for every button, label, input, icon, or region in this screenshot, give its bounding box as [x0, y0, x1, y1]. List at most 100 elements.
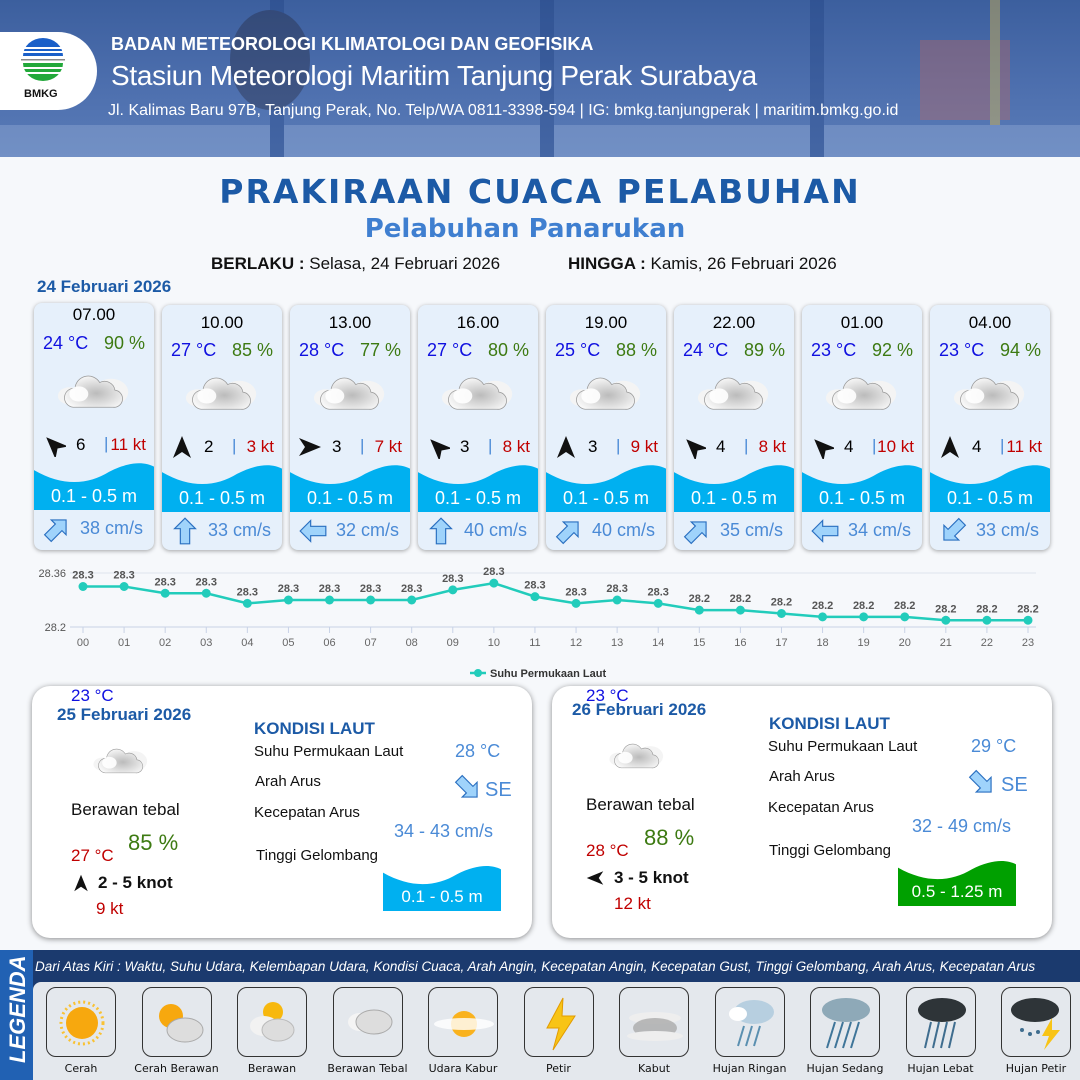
wind-gust: 11 kt — [110, 435, 146, 454]
forecast-card: 13.00 28 °C 77 % 3 | 7 kt 0.1 - 0.5 m 32 c… — [290, 305, 410, 550]
wave-height: 0.1 - 0.5 m — [946, 488, 1034, 508]
card-wind: 3 | 7 kt — [298, 435, 402, 459]
data-label: 28.2 — [894, 600, 915, 612]
temp-max: 27 °C — [71, 846, 114, 865]
data-label: 28.2 — [812, 600, 833, 612]
thick-cloud-icon — [608, 736, 666, 783]
current-direction-icon — [967, 769, 997, 802]
data-label: 28.3 — [606, 583, 627, 595]
card-temperature: 28 °C — [299, 340, 345, 360]
card-time: 22.00 — [712, 313, 756, 332]
wave-icon — [383, 861, 501, 916]
legend-item-label: Cerah Berawan — [134, 1062, 219, 1075]
wind-gust: 8 kt — [502, 437, 530, 456]
legend-item: Berawan Tebal — [322, 987, 414, 1075]
x-tick-label: 17 — [775, 637, 787, 649]
wind-speed: 3 — [332, 437, 342, 456]
wave-height-label: Tinggi Gelombang — [769, 842, 892, 859]
card-wind: 4 | 10 kt — [810, 435, 914, 462]
x-tick-label: 12 — [570, 637, 582, 649]
day1-date: 24 Februari 2026 — [37, 277, 172, 296]
forecast-card: 07.00 24 °C 90 % 6 | 11 kt 0.1 - 0.5 m 38 … — [34, 303, 154, 550]
forecast-card: 01.00 23 °C 92 % 4 | 10 kt 0.1 - 0.5 m 34 … — [802, 305, 922, 550]
card-current: 40 cm/s — [426, 515, 530, 545]
panel-date: 25 Februari 2026 — [57, 705, 192, 724]
current-direction-icon — [554, 517, 584, 550]
data-point — [735, 605, 745, 615]
x-tick-label: 01 — [118, 637, 130, 649]
card-time: 19.00 — [584, 313, 628, 332]
x-tick-label: 00 — [77, 637, 89, 649]
wave-height: 0.1 - 0.5 m — [50, 486, 138, 506]
card-wind: 4 | 8 kt — [682, 435, 786, 462]
card-current: 38 cm/s — [42, 513, 146, 543]
legend-item-label: Berawan — [247, 1062, 297, 1075]
legend-item-label: Hujan Petir — [1005, 1062, 1067, 1075]
thick-cloud-icon — [184, 370, 260, 425]
legend-item: Berawan — [226, 987, 318, 1075]
card-temperature: 23 °C — [811, 340, 857, 360]
temp-max: 28 °C — [586, 841, 629, 860]
thick-cloud-icon — [312, 370, 388, 425]
forecast-card: 16.00 27 °C 80 % 3 | 8 kt 0.1 - 0.5 m 40 c… — [418, 305, 538, 550]
data-label: 28.3 — [113, 570, 134, 582]
card-current: 40 cm/s — [554, 515, 658, 545]
humidity: 88 % — [644, 825, 695, 850]
wave-height-label: Tinggi Gelombang — [256, 847, 379, 864]
card-wind: 3 | 8 kt — [426, 435, 530, 462]
x-tick-label: 05 — [282, 637, 294, 649]
card-humidity: 92 % — [871, 340, 913, 360]
legend-item: Cerah Berawan — [131, 987, 223, 1075]
legend-item-label: Hujan Lebat — [907, 1062, 974, 1075]
data-point — [283, 595, 293, 605]
legend-item: Cerah — [35, 987, 127, 1075]
current-speed: 35 cm/s — [720, 520, 784, 540]
x-tick-label: 13 — [611, 637, 623, 649]
legend-item: Petir — [513, 987, 605, 1075]
data-point — [818, 612, 828, 622]
fog-icon — [619, 987, 689, 1057]
cloudy-icon — [237, 987, 307, 1057]
current-speed: 40 cm/s — [592, 520, 656, 540]
wind-gust: 7 kt — [374, 437, 402, 456]
data-label: 28.3 — [154, 576, 175, 588]
data-label: 28.3 — [524, 580, 545, 592]
data-label: 28.2 — [689, 593, 710, 605]
wave-height: 0.5 - 1.25 m — [911, 882, 1003, 901]
data-point — [1023, 615, 1033, 625]
data-label: 28.3 — [442, 573, 463, 585]
current-speed: 34 cm/s — [848, 520, 912, 540]
wave-height: 0.1 - 0.5 m — [306, 488, 394, 508]
x-tick-label: 21 — [940, 637, 952, 649]
data-point — [859, 612, 869, 622]
valid-to: HINGGA : Kamis, 26 Februari 2026 — [568, 254, 837, 273]
card-temperature: 27 °C — [171, 340, 217, 360]
data-point — [448, 585, 458, 595]
x-tick-label: 15 — [693, 637, 705, 649]
current-direction-icon — [298, 517, 328, 550]
thick-cloud-icon — [332, 987, 403, 1057]
wave-height: 0.1 - 0.5 m — [818, 488, 906, 508]
card-wind: 2 | 3 kt — [170, 435, 274, 459]
wind-direction-icon — [810, 435, 837, 464]
data-label: 28.3 — [278, 583, 299, 595]
data-label: 28.3 — [196, 576, 217, 588]
thick-cloud-icon — [568, 370, 644, 425]
wind-direction-icon — [682, 435, 709, 464]
forecast-card: 19.00 25 °C 88 % 3 | 9 kt 0.1 - 0.5 m 40 c… — [546, 305, 666, 550]
wind-speed: 4 — [716, 437, 726, 456]
current-direction-icon — [682, 517, 712, 550]
wind-direction-icon — [554, 435, 578, 464]
humidity: 85 % — [128, 830, 179, 855]
wind-speed: 3 — [460, 437, 470, 456]
card-time: 10.00 — [200, 313, 244, 332]
current-direction-icon — [42, 515, 72, 548]
thick-cloud-icon — [92, 741, 150, 788]
thick-cloud-icon — [952, 370, 1028, 425]
card-temperature: 25 °C — [555, 340, 601, 360]
legend-item: Hujan Sedang — [799, 987, 891, 1075]
wave-icon — [930, 460, 1050, 517]
x-tick-label: 20 — [899, 637, 911, 649]
x-tick-label: 19 — [858, 637, 870, 649]
legend-item-label: Petir — [546, 1062, 571, 1075]
